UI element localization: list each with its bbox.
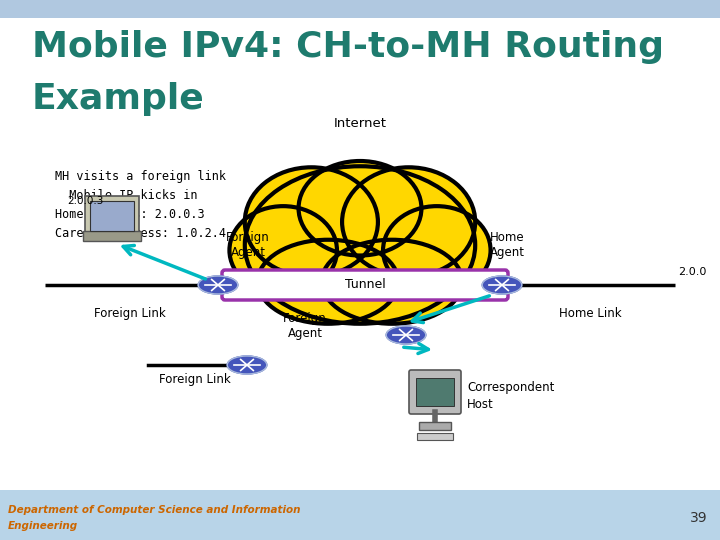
- Ellipse shape: [230, 206, 337, 294]
- Text: Department of Computer Science and Information: Department of Computer Science and Infor…: [8, 505, 300, 515]
- Ellipse shape: [245, 167, 378, 276]
- FancyBboxPatch shape: [222, 270, 508, 300]
- Text: Foreign
Agent: Foreign Agent: [283, 312, 327, 340]
- Text: Home Link: Home Link: [559, 307, 621, 320]
- FancyBboxPatch shape: [409, 370, 461, 414]
- Ellipse shape: [342, 167, 475, 276]
- Text: Foreign Link: Foreign Link: [94, 307, 166, 320]
- Ellipse shape: [386, 326, 426, 344]
- Text: 2.0.0.3: 2.0.0.3: [67, 196, 104, 206]
- Text: 39: 39: [690, 511, 708, 525]
- FancyBboxPatch shape: [0, 490, 720, 540]
- FancyBboxPatch shape: [90, 201, 134, 231]
- FancyBboxPatch shape: [0, 18, 720, 490]
- Text: 2.0.0: 2.0.0: [678, 267, 706, 277]
- Ellipse shape: [383, 206, 490, 294]
- Ellipse shape: [245, 166, 475, 324]
- Text: MH visits a foreign link
  Mobile IP kicks in
Home address: 2.0.0.3
Care-of-addr: MH visits a foreign link Mobile IP kicks…: [55, 170, 226, 240]
- FancyBboxPatch shape: [416, 378, 454, 406]
- Ellipse shape: [482, 276, 522, 294]
- Text: Engineering: Engineering: [8, 521, 78, 531]
- Ellipse shape: [322, 240, 462, 324]
- FancyBboxPatch shape: [419, 422, 451, 430]
- Text: Home
Agent: Home Agent: [490, 231, 524, 259]
- Text: Foreign
Agent: Foreign Agent: [226, 231, 270, 259]
- FancyBboxPatch shape: [0, 0, 720, 18]
- Text: Correspondent
Host: Correspondent Host: [467, 381, 554, 410]
- FancyBboxPatch shape: [83, 231, 141, 241]
- Text: Foreign Link: Foreign Link: [159, 373, 231, 386]
- Text: Example: Example: [32, 82, 204, 116]
- Ellipse shape: [258, 240, 398, 324]
- Text: Tunnel: Tunnel: [345, 279, 385, 292]
- Ellipse shape: [198, 276, 238, 294]
- FancyBboxPatch shape: [417, 433, 453, 440]
- Ellipse shape: [299, 161, 421, 255]
- Text: Mobile IPv4: CH-to-MH Routing: Mobile IPv4: CH-to-MH Routing: [32, 30, 664, 64]
- Ellipse shape: [228, 356, 267, 374]
- FancyBboxPatch shape: [85, 196, 139, 236]
- Text: Internet: Internet: [333, 117, 387, 130]
